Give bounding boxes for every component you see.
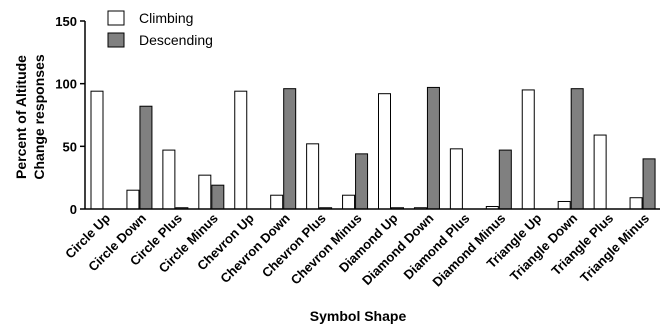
- bar-descending-circle-minus: [211, 184, 225, 210]
- bar-climbing-chevron-plus: [306, 143, 320, 210]
- bar-descending-circle-down: [139, 105, 153, 210]
- bar-climbing-chevron-down: [270, 194, 284, 210]
- bar-descending-diamond-down: [426, 86, 440, 210]
- bar-climbing-diamond-up: [378, 93, 391, 210]
- bar-descending-triangle-down: [570, 88, 584, 210]
- bar-climbing-triangle-minus: [629, 197, 643, 210]
- bars-group: [90, 86, 656, 210]
- axes-group: [84, 21, 660, 210]
- legend-label-descending: Descending: [139, 32, 213, 48]
- bar-climbing-triangle-up: [521, 89, 535, 210]
- y-tick-label: 0: [70, 202, 77, 217]
- bar-climbing-circle-minus: [198, 174, 212, 210]
- bar-climbing-triangle-down: [557, 200, 571, 210]
- y-tick-label: 150: [55, 14, 77, 29]
- bar-climbing-circle-plus: [162, 149, 176, 210]
- y-axis-title-line: Percent of Altitude: [13, 55, 29, 179]
- bar-climbing-chevron-up: [234, 90, 248, 210]
- legend-label-climbing: Climbing: [139, 10, 193, 26]
- legend-swatch-descending: [107, 32, 125, 48]
- bar-climbing-diamond-plus: [449, 148, 463, 210]
- bar-descending-chevron-minus: [355, 153, 369, 210]
- legend: Climbing Descending: [107, 10, 213, 48]
- y-axis-title: Percent of Altitude Change responses: [13, 54, 47, 179]
- bar-climbing-chevron-minus: [342, 194, 356, 210]
- bar-descending-diamond-minus: [498, 149, 512, 210]
- y-axis-title-line: Change responses: [31, 54, 47, 179]
- bar-climbing-triangle-plus: [593, 134, 607, 210]
- y-tick-label: 100: [55, 77, 77, 92]
- y-tick-label: 50: [63, 139, 77, 154]
- bar-descending-chevron-down: [283, 88, 297, 210]
- bar-descending-triangle-minus: [642, 158, 656, 210]
- bar-climbing-circle-down: [126, 189, 140, 210]
- legend-swatch-climbing: [107, 10, 125, 26]
- bar-climbing-circle-up: [90, 90, 104, 210]
- y-ticks-group: 0 50 100 150: [55, 14, 85, 217]
- x-axis-title: Symbol Shape: [310, 308, 407, 324]
